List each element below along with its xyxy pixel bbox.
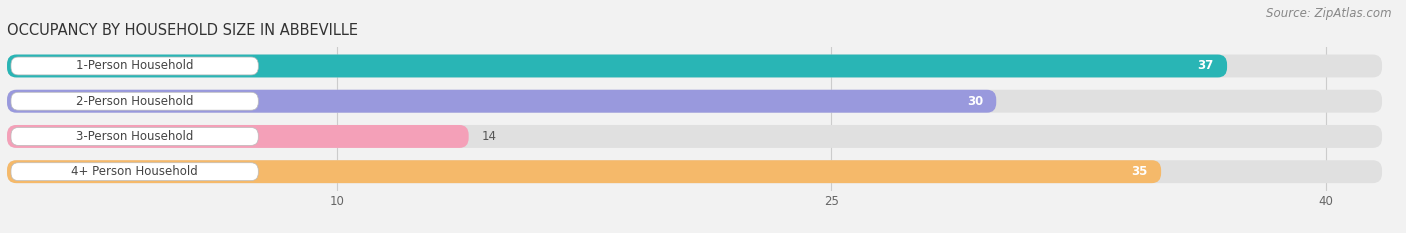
Text: 35: 35 (1132, 165, 1147, 178)
Text: OCCUPANCY BY HOUSEHOLD SIZE IN ABBEVILLE: OCCUPANCY BY HOUSEHOLD SIZE IN ABBEVILLE (7, 24, 359, 38)
FancyBboxPatch shape (11, 57, 259, 75)
FancyBboxPatch shape (11, 163, 259, 181)
FancyBboxPatch shape (7, 160, 1161, 183)
Text: 14: 14 (482, 130, 496, 143)
Text: 37: 37 (1198, 59, 1213, 72)
Text: 3-Person Household: 3-Person Household (76, 130, 194, 143)
FancyBboxPatch shape (7, 125, 468, 148)
FancyBboxPatch shape (7, 55, 1382, 77)
Text: Source: ZipAtlas.com: Source: ZipAtlas.com (1267, 7, 1392, 20)
FancyBboxPatch shape (7, 160, 1382, 183)
Text: 30: 30 (967, 95, 983, 108)
Text: 4+ Person Household: 4+ Person Household (72, 165, 198, 178)
FancyBboxPatch shape (7, 90, 997, 113)
FancyBboxPatch shape (11, 127, 259, 145)
FancyBboxPatch shape (7, 125, 1382, 148)
Text: 2-Person Household: 2-Person Household (76, 95, 194, 108)
FancyBboxPatch shape (7, 90, 1382, 113)
Text: 1-Person Household: 1-Person Household (76, 59, 194, 72)
FancyBboxPatch shape (11, 92, 259, 110)
FancyBboxPatch shape (7, 55, 1227, 77)
